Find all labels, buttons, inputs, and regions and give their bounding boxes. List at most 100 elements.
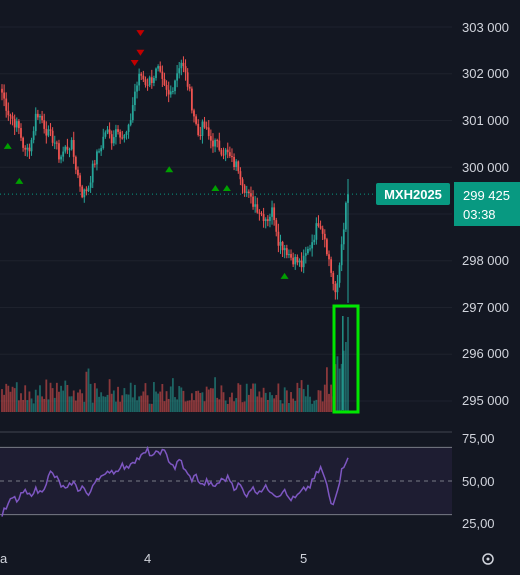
volume-bar [74,400,77,412]
candle-body [66,146,69,150]
volume-bar [72,390,75,412]
candle-body [226,149,229,153]
volume-bars [1,316,349,412]
candle-body [269,216,271,222]
volume-bar [226,403,229,412]
volume-bar [106,394,109,412]
volume-bar [193,400,195,412]
candle-body [334,283,337,293]
volume-bar [64,380,67,412]
candlesticks[interactable] [1,56,349,303]
candle-body [110,134,113,144]
candle-body [207,127,210,137]
volume-bar [304,396,307,412]
volume-bar [283,387,286,412]
volume-bar [157,393,160,412]
candle-body [53,142,56,144]
candle-body [144,79,147,85]
volume-bar [34,389,37,412]
volume-bar [153,382,155,412]
volume-bar [53,397,56,412]
volume-bar [5,383,8,412]
volume-bar [292,398,295,412]
volume-bar [241,402,244,412]
volume-bar [220,385,223,412]
volume-bar [142,391,145,412]
volume-bar [1,389,3,412]
volume-bar [47,399,50,412]
volume-bar [165,391,168,412]
candle-body [193,110,195,117]
volume-bar [235,398,238,412]
volume-bar [26,400,29,412]
time-tick: 4 [144,551,151,566]
candle-body [62,151,65,157]
candle-body [258,212,261,214]
price-axis[interactable]: 303 000 302 000 301 000 300 000 298 000 … [462,20,509,408]
volume-bar [108,379,111,412]
candle-body [319,226,322,229]
rsi-axis[interactable]: 75,00 50,00 25,00 [462,431,495,531]
symbol-tag[interactable]: MXH2025 [376,183,450,205]
candle-body [127,124,130,132]
volume-bar [11,386,14,412]
time-axis[interactable]: a 4 5 [0,551,307,566]
volume-bar [100,392,103,412]
candle-body [203,121,206,128]
volume-bar [188,400,191,412]
highlight-volume-bar [342,316,344,410]
candle-body [222,154,225,156]
buy-signal-marker [165,166,174,173]
candle-body [108,129,111,135]
candle-body [228,152,231,157]
volume-bar [32,403,35,412]
candle-body [307,249,309,254]
volume-bar [150,403,153,412]
volume-bar [313,400,316,412]
volume-bar [20,393,22,412]
candle-body [239,171,242,180]
volume-bar [275,394,278,412]
volume-bar [342,350,345,412]
candle-body [20,128,22,138]
candle-body [271,207,273,217]
settings-gear-icon[interactable] [482,553,494,565]
signal-markers [3,30,289,279]
candle-body [148,77,151,86]
symbol-label: MXH2025 [384,187,442,202]
volume-bar [340,363,343,412]
volume-bar [169,386,172,412]
volume-bar [290,392,292,412]
buy-signal-marker [15,177,24,184]
volume-bar [140,395,143,412]
volume-bar [323,384,326,412]
candle-body [155,68,157,79]
candle-body [106,129,109,133]
candle-body [311,242,314,249]
candle-body [275,220,278,232]
candle-body [180,62,183,69]
volume-bar [85,371,88,412]
volume-bar [112,390,115,412]
candle-body [288,254,290,256]
candle-body [157,66,160,69]
volume-bar [155,391,157,412]
rsi-tick: 25,00 [462,516,495,531]
candle-body [201,121,204,136]
candle-body [300,260,303,268]
volume-bar [77,392,79,412]
candle-body [186,72,189,87]
candle-body [13,118,16,128]
volume-bar [250,388,252,412]
volume-bar [91,402,94,412]
candle-body [340,244,343,266]
candle-body [72,140,75,157]
candle-body [214,140,216,147]
candle-body [247,191,250,194]
price-tick: 296 000 [462,346,509,361]
time-tick: 5 [300,551,307,566]
candle-body [117,129,119,132]
candle-body [231,156,233,158]
